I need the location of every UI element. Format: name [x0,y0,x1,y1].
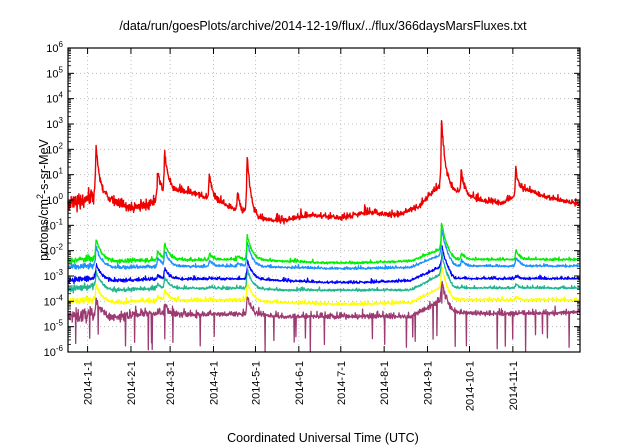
data-series [67,119,581,353]
series-line-0 [67,280,581,353]
series-line-4 [67,235,581,278]
series-line-7 [67,119,581,225]
x-tick-label: 2014-7-1 [336,361,348,405]
series-line-3 [67,244,581,285]
axes [67,47,581,353]
y-tick-label: 10-2 [44,243,64,258]
y-tick-label: 10-3 [44,268,64,283]
y-tick-labels: 10-6 10-5 10-4 10-3 10-2 10-1 100 101 102 103 104 1… [44,40,64,359]
x-tick-label: 2014-1-1 [83,361,95,405]
series-line-5 [67,228,581,271]
x-tick-label: 2014-11-1 [508,361,520,410]
plot-frame [67,47,581,353]
y-axis-label-sup: 2 [35,194,45,199]
x-tick-label: 2014-8-1 [379,361,391,405]
x-axis-label: Coordinated Universal Time (UTC) [227,431,419,445]
x-tick-label: 2014-5-1 [250,361,262,405]
y-axis-label-prefix: protons/cm [37,199,51,261]
y-axis-label-suffix: -s-sr-MeV [37,138,51,194]
x-tick-label: 2014-4-1 [208,361,220,405]
y-tick-label: 10-6 [44,344,64,359]
x-tick-label: 2014-9-1 [423,361,435,405]
y-tick-label: 101 [46,167,63,182]
x-tick-labels: 2014-1-1 2014-2-1 2014-3-1 2014-4-1 2014-5-1… [83,361,520,411]
x-tick-label: 2014-2-1 [126,361,138,405]
y-tick-label: 105 [46,65,63,80]
y-tick-label: 10-1 [44,217,64,232]
grid-lines [68,48,580,352]
series-line-6 [67,222,581,265]
chart-title: /data/run/goesPlots/archive/2014-12-19/f… [119,19,527,33]
x-tick-label: 2014-3-1 [165,361,177,405]
y-axis-label: protons/cm2-s-sr-MeV [35,138,51,260]
y-tick-label: 104 [46,91,63,106]
x-tick-label: 2014-10-1 [464,361,476,411]
y-tick-label: 10-4 [44,293,64,308]
series-line-2 [67,251,581,294]
y-tick-label: 106 [46,40,63,55]
y-tick-label: 102 [46,141,63,156]
y-tick-label: 100 [46,192,63,207]
series-line-1 [67,266,581,306]
y-tick-label: 10-5 [44,319,64,334]
y-tick-label: 103 [46,116,63,131]
x-tick-label: 2014-6-1 [294,361,306,405]
